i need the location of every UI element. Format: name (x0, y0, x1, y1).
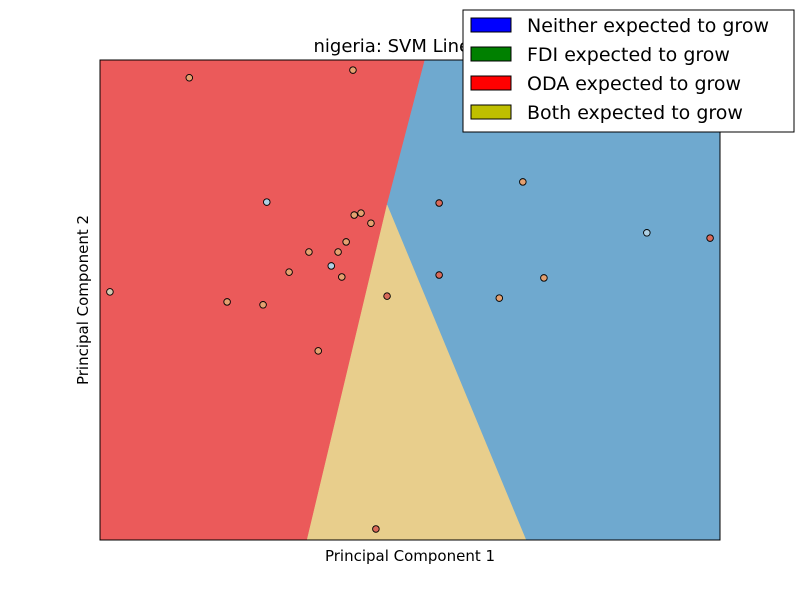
data-point-19 (435, 271, 443, 279)
data-point-22 (540, 274, 548, 282)
legend-label-2: ODA expected to grow (527, 73, 741, 95)
legend-swatch-1 (470, 46, 512, 62)
data-point-21 (519, 178, 527, 186)
scatter-points (106, 66, 714, 533)
data-point-4 (223, 298, 231, 306)
data-point-17 (372, 525, 380, 533)
legend-label-0: Neither expected to grow (527, 15, 769, 37)
chart-title: nigeria: SVM Linear-C (314, 36, 507, 57)
data-point-18 (435, 199, 443, 207)
data-point-23 (643, 229, 651, 237)
data-point-14 (367, 219, 375, 227)
data-point-13 (357, 209, 365, 217)
data-point-16 (383, 292, 391, 300)
plot-frame (99, 59, 721, 541)
data-point-2 (106, 288, 114, 296)
data-point-9 (334, 248, 342, 256)
data-point-6 (285, 268, 293, 276)
data-point-15 (314, 347, 322, 355)
data-point-7 (305, 248, 313, 256)
data-point-3 (263, 198, 271, 206)
legend-box (462, 9, 795, 133)
data-point-12 (350, 211, 358, 219)
data-point-0 (185, 74, 194, 82)
data-point-10 (338, 273, 346, 281)
legend-swatch-0 (470, 17, 512, 33)
legend: Neither expected to grow FDI expected to … (462, 9, 795, 133)
data-point-11 (342, 238, 350, 246)
x-axis-label: Principal Component 1 (325, 547, 495, 565)
data-point-1 (349, 66, 357, 74)
decision-regions (99, 59, 721, 541)
y-axis-label: Principal Component 2 (74, 215, 92, 385)
data-point-24 (706, 234, 714, 242)
legend-swatch-3 (470, 104, 512, 120)
legend-label-3: Both expected to grow (527, 102, 743, 124)
data-point-5 (259, 301, 267, 309)
legend-swatch-2 (470, 75, 512, 91)
legend-label-1: FDI expected to grow (527, 44, 730, 66)
data-point-8 (327, 262, 336, 270)
data-point-20 (495, 294, 504, 302)
